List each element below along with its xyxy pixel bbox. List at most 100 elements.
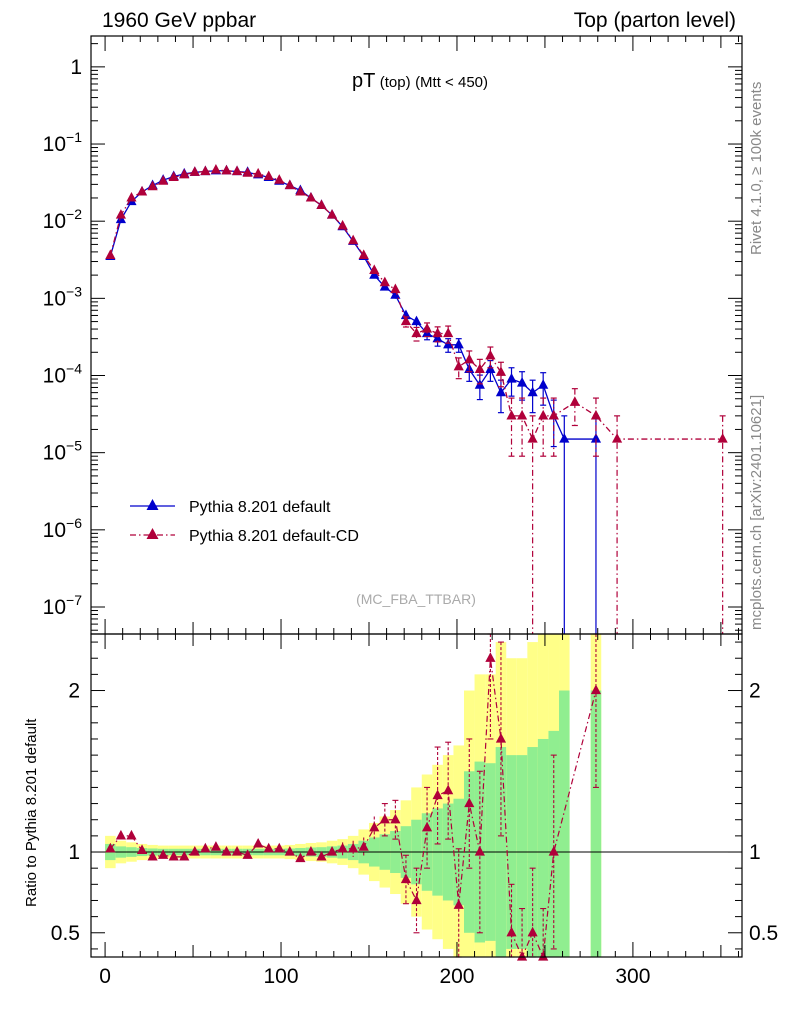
ratio-point xyxy=(411,894,422,905)
data-point xyxy=(358,249,369,260)
data-point xyxy=(390,289,401,299)
ratio-point xyxy=(136,844,148,855)
data-point xyxy=(179,168,190,179)
ratio-y-tick-label-left: 2 xyxy=(68,680,80,703)
data-point xyxy=(411,327,422,338)
green-band xyxy=(548,730,560,957)
data-point xyxy=(316,199,327,210)
green-band xyxy=(590,690,602,957)
data-point xyxy=(115,209,127,219)
ratio-point xyxy=(179,850,190,861)
ratio-point xyxy=(379,813,390,824)
y-tick-label: 10−1 xyxy=(43,129,83,156)
legend-marker-default-cd xyxy=(146,528,159,539)
legend-entry-default-cd: Pythia 8.201 default-CD xyxy=(130,528,359,545)
ratio-point xyxy=(200,842,211,853)
data-point xyxy=(348,234,359,245)
data-point xyxy=(210,164,222,174)
data-point xyxy=(538,409,549,420)
y-tick-label: 10−4 xyxy=(43,361,83,388)
main-plot-title: pT (top) (Mtt < 450) xyxy=(352,70,488,92)
title-main: pT xyxy=(352,70,375,92)
legend-label-default: Pythia 8.201 default xyxy=(189,499,331,516)
data-point xyxy=(474,363,485,373)
ratio-point xyxy=(105,842,116,853)
legend: Pythia 8.201 default Pythia 8.201 defaul… xyxy=(130,499,359,545)
main-plot-data xyxy=(105,164,728,634)
data-point xyxy=(105,249,116,260)
ratio-point xyxy=(348,842,359,853)
data-point xyxy=(485,349,496,360)
ratio-point xyxy=(516,951,528,961)
title-cut: (Mtt < 450) xyxy=(415,74,488,91)
ratio-point xyxy=(548,846,559,856)
green-band xyxy=(559,690,570,957)
ratio-y-tick-label-right: 1 xyxy=(749,841,761,864)
data-point xyxy=(242,167,253,177)
y-tick-label: 10−2 xyxy=(43,206,83,233)
data-point xyxy=(147,180,158,191)
data-point xyxy=(527,386,538,397)
data-point xyxy=(390,283,401,294)
ratio-point xyxy=(485,652,496,662)
axes: 0 100 200 300 1 10−1 10−2 10−3 10−4 10−5 10−6 10−7 0… xyxy=(43,35,778,988)
data-point xyxy=(411,315,422,326)
ratio-point xyxy=(115,829,127,840)
data-point xyxy=(305,191,317,202)
ratio-y-tick-label-right: 2 xyxy=(749,680,761,703)
data-point xyxy=(221,164,232,175)
header-left: 1960 GeV ppbar xyxy=(102,9,256,32)
y-tick-label: 10−5 xyxy=(43,438,83,465)
data-point xyxy=(432,332,443,343)
data-point xyxy=(274,174,285,184)
title-small: (top) xyxy=(380,74,411,91)
header-right: Top (parton level) xyxy=(574,9,736,32)
rivet-label: Rivet 4.1.0, ≥ 100k events xyxy=(748,82,765,255)
ratio-point xyxy=(432,789,443,800)
data-point xyxy=(611,433,623,443)
ratio-point xyxy=(242,849,253,859)
data-point xyxy=(369,264,380,275)
ratio-point xyxy=(506,926,517,937)
data-point xyxy=(506,373,517,383)
x-tick-label: 200 xyxy=(439,965,474,988)
ratio-frame xyxy=(90,633,743,958)
ratio-point xyxy=(189,846,200,856)
y-tick-label: 10−7 xyxy=(43,592,83,619)
data-point xyxy=(559,433,570,443)
data-point xyxy=(421,323,433,333)
ratio-point xyxy=(158,849,169,859)
y-tick-label: 1 xyxy=(70,56,82,79)
data-point xyxy=(189,166,200,176)
data-point xyxy=(136,185,148,196)
x-tick-label: 300 xyxy=(615,965,650,988)
ratio-point xyxy=(421,821,433,832)
data-point xyxy=(253,167,264,178)
data-point xyxy=(590,433,602,443)
y-tick-label: 10−3 xyxy=(43,283,83,310)
ratio-point xyxy=(464,797,475,808)
data-point xyxy=(263,170,274,181)
legend-label-default-cd: Pythia 8.201 default-CD xyxy=(189,528,359,545)
data-point xyxy=(158,175,169,185)
data-point xyxy=(284,179,295,190)
ratio-y-tick-label-right: 0.5 xyxy=(749,922,778,945)
data-point xyxy=(516,376,528,387)
ratio-ylabel: Ratio to Pythia 8.201 default xyxy=(23,718,40,907)
green-band xyxy=(537,738,549,957)
ratio-y-tick-label-left: 1 xyxy=(68,841,80,864)
ratio-point xyxy=(274,842,285,853)
data-point xyxy=(717,433,728,443)
ratio-point xyxy=(474,846,485,856)
ratio-point xyxy=(369,821,380,832)
data-point xyxy=(231,165,243,176)
data-point xyxy=(453,360,464,371)
ratio-point xyxy=(495,732,507,743)
analysis-annotation: (MC_FBA_TTBAR) xyxy=(356,591,476,607)
series-line-0 xyxy=(109,170,596,440)
ratio-point xyxy=(390,813,401,824)
ratio-point xyxy=(326,846,338,856)
ratio-y-tick-label-left: 0.5 xyxy=(51,922,80,945)
data-point xyxy=(569,396,580,406)
ratio-point xyxy=(590,684,602,695)
